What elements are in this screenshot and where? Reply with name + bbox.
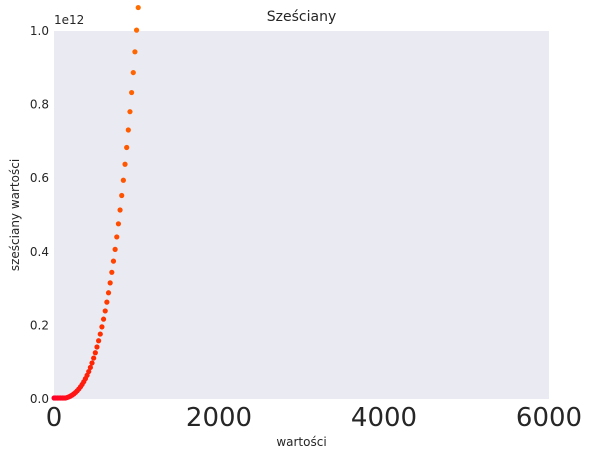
data-point [92,350,98,356]
data-point [109,269,115,275]
data-point [91,355,97,361]
data-point [120,177,126,183]
chart-title: Sześciany [267,9,336,25]
x-tick-label: 2000 [186,403,252,433]
data-point [117,207,123,213]
data-point [96,338,102,344]
data-point [130,69,136,76]
data-point [87,364,93,371]
y-tick-label: 0.8 [30,98,49,112]
data-point [105,290,112,296]
data-point [122,161,128,167]
x-tick-label: 4000 [351,403,417,433]
y-tick-label: 0.6 [30,171,49,185]
x-tick-label: 0 [46,403,63,433]
data-point [99,324,105,330]
data-point [135,4,141,11]
data-point [124,144,130,151]
x-tick-label: 6000 [516,403,582,433]
data-point [125,127,131,133]
data-point [133,27,140,33]
y-tick-label: 0.4 [30,245,49,259]
data-point [110,258,117,264]
data-points [51,4,141,401]
y-axis-offset-label: 1e12 [54,13,84,27]
y-tick-label: 0.0 [30,392,49,406]
data-point [86,368,92,375]
data-point [97,331,103,337]
data-point [100,316,107,322]
data-point [132,49,138,55]
data-point [129,89,135,96]
data-point [89,360,95,366]
data-point [107,280,113,286]
y-tick-labels: 0.0 0.2 0.4 0.6 0.8 1.0 [30,24,49,406]
x-axis-label: wartości [276,435,326,449]
data-point [115,221,122,227]
x-tick-labels: 0 2000 4000 6000 [46,403,582,433]
plot-area [54,31,549,399]
data-point [112,246,118,252]
data-point [102,308,108,314]
data-point [114,234,120,240]
data-point [127,109,133,115]
data-point [94,344,100,350]
y-tick-label: 1.0 [30,24,49,38]
y-axis-label: sześciany wartości [8,159,22,271]
y-tick-label: 0.2 [30,318,49,332]
data-point [119,192,125,199]
data-point [104,299,110,305]
